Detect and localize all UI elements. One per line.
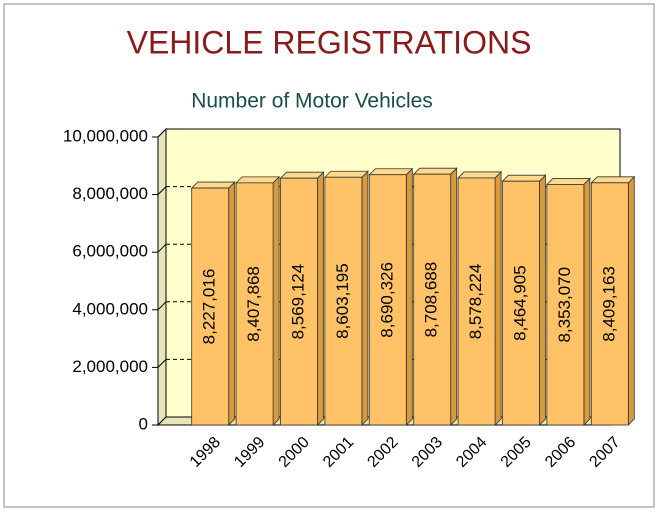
x-tick-label: 2003	[409, 434, 446, 471]
y-tick-label: 2,000,000	[72, 357, 148, 376]
bar	[191, 187, 230, 426]
x-tick-label: 2001	[320, 434, 357, 471]
x-tick-label: 1999	[231, 434, 268, 471]
bar	[280, 177, 318, 426]
x-tick-label: 2007	[586, 434, 623, 471]
grid-line	[157, 128, 167, 138]
frame	[3, 3, 655, 508]
value-label: 8,353,070	[555, 267, 574, 343]
value-label: 8,227,016	[200, 269, 219, 345]
y-tick-label: 4,000,000	[72, 299, 148, 318]
x-tick-label: 1998	[187, 434, 224, 471]
bar-side	[361, 170, 369, 426]
value-label: 8,407,868	[244, 266, 263, 342]
bar-top	[501, 174, 547, 182]
bar-top	[279, 171, 325, 179]
value-label: 8,409,163	[599, 266, 618, 342]
bar-side	[228, 181, 236, 426]
bar-top	[457, 171, 503, 179]
bar-side	[627, 175, 635, 426]
bar	[502, 180, 540, 426]
bar-top	[235, 176, 281, 184]
y-tick-label: 10,000,000	[63, 126, 148, 145]
bar-side	[405, 167, 413, 426]
bar-side	[494, 170, 502, 426]
bar-side	[317, 171, 324, 426]
bar	[590, 182, 629, 426]
x-tick-label: 2004	[453, 434, 490, 471]
grid-line	[157, 243, 167, 253]
y-tick-label: 6,000,000	[72, 242, 148, 261]
bar-side	[272, 175, 280, 426]
bar	[368, 174, 407, 426]
bar-top	[412, 167, 458, 175]
bar	[457, 177, 496, 426]
bar	[413, 173, 452, 426]
bar	[546, 184, 585, 426]
x-tick-label: 2002	[364, 434, 401, 471]
bar	[235, 182, 274, 426]
bar-top	[590, 176, 636, 184]
value-label: 8,690,326	[377, 262, 396, 338]
value-label: 8,569,124	[288, 264, 307, 340]
bar-top	[368, 168, 414, 176]
grid-line	[157, 359, 167, 368]
bar-side	[583, 177, 591, 426]
x-tick-label: 2006	[542, 434, 579, 471]
value-label: 8,708,688	[422, 262, 441, 338]
bar-top	[323, 170, 369, 178]
grid-line	[157, 301, 167, 311]
x-tick-label: 2000	[276, 434, 313, 471]
bar-side	[450, 167, 458, 426]
chart-subtitle: Number of Motor Vehicles	[191, 90, 433, 113]
x-tick-label: 2005	[498, 434, 535, 471]
chart-title: VEHICLE REGISTRATIONS	[127, 24, 532, 60]
bar-top	[545, 178, 591, 185]
y-tick-label: 0	[139, 414, 148, 433]
y-tick-label: 8,000,000	[72, 184, 148, 203]
side-wall	[157, 127, 167, 427]
grid-line	[157, 186, 167, 195]
value-label: 8,464,905	[510, 265, 529, 341]
value-label: 8,578,224	[466, 264, 485, 340]
bar-top	[190, 181, 236, 189]
value-label: 8,603,195	[333, 263, 352, 339]
bar	[324, 176, 363, 426]
bar-side	[539, 174, 546, 426]
